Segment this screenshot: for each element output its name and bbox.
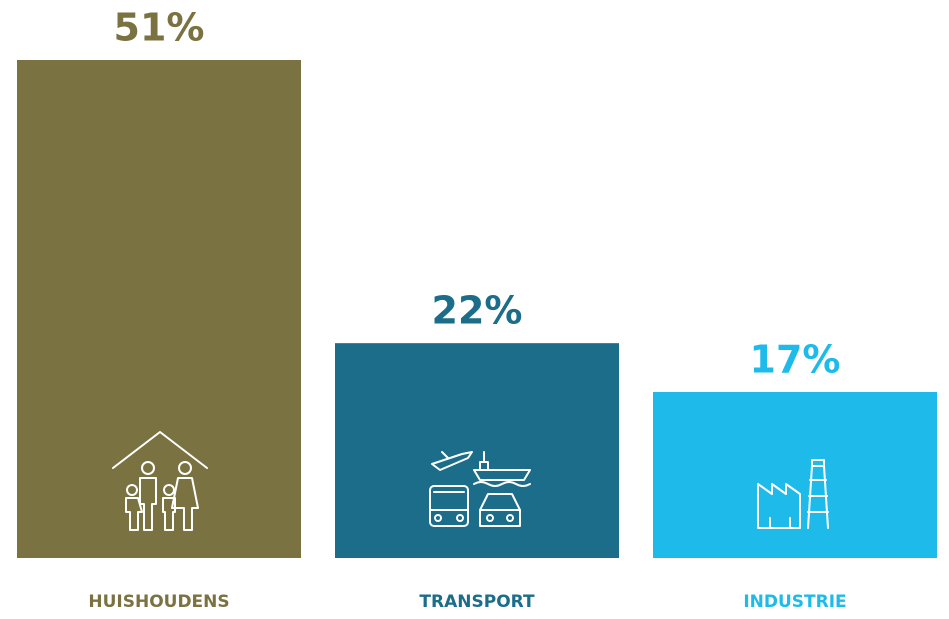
category-label: TRANSPORT <box>419 592 535 612</box>
bar <box>653 391 937 558</box>
value-label: 22% <box>432 289 523 333</box>
value-label: 17% <box>750 337 841 381</box>
bar <box>17 59 301 559</box>
bar <box>335 343 619 558</box>
transport-icon <box>429 451 531 527</box>
bars <box>17 59 937 559</box>
value-label: 51% <box>114 5 205 49</box>
category-label: HUISHOUDENS <box>88 592 229 612</box>
household-icon <box>112 431 208 531</box>
factory-icon <box>757 459 829 529</box>
category-label: INDUSTRIE <box>743 592 846 612</box>
